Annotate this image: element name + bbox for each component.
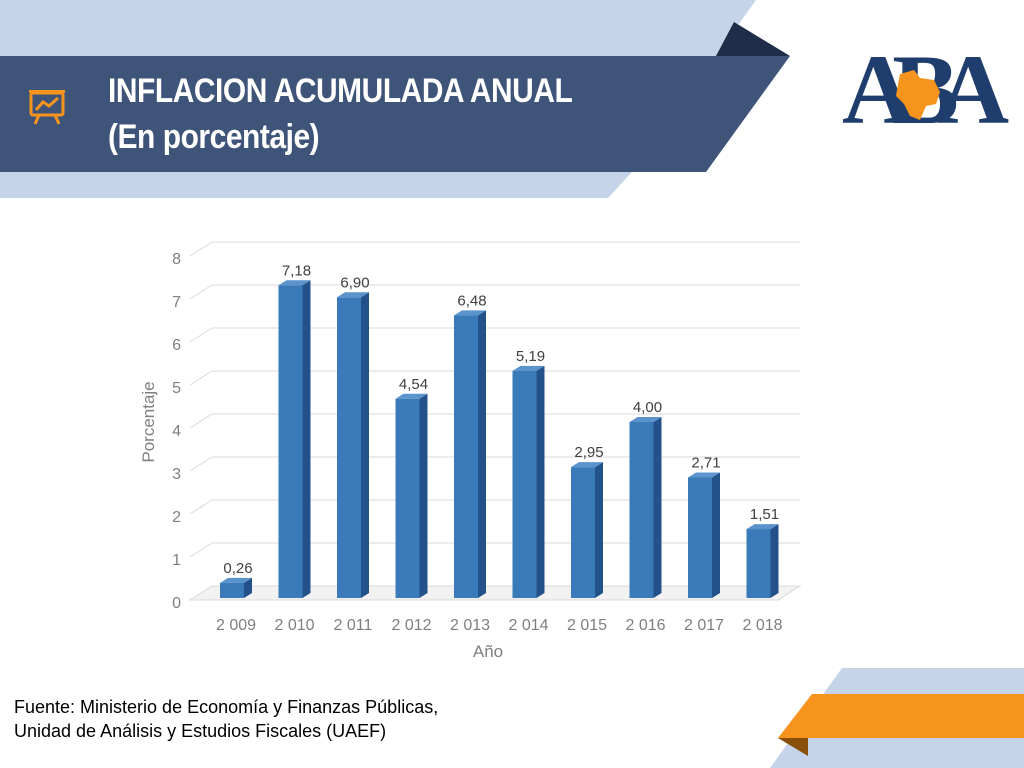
- data-label: 1,51: [750, 506, 779, 523]
- data-label: 2,95: [574, 444, 603, 461]
- presentation-chart-icon: [29, 90, 65, 125]
- bar-top: [629, 417, 662, 422]
- x-tick-label: 2 016: [625, 617, 665, 634]
- y-tick-label: 2: [172, 509, 181, 526]
- data-label: 2,71: [691, 454, 720, 471]
- gridline-diagonal: [189, 284, 213, 300]
- banner-main: [0, 56, 790, 172]
- bar-front: [746, 529, 771, 598]
- bar-top: [337, 292, 369, 298]
- bar-front: [220, 582, 244, 598]
- bar-top: [220, 577, 252, 583]
- y-tick-label: 3: [172, 466, 181, 483]
- bar-side: [770, 524, 779, 598]
- bar-side: [712, 472, 720, 598]
- x-tick-label: 2 011: [334, 617, 373, 634]
- gridline-diagonal: [189, 542, 213, 558]
- bar-side: [653, 417, 662, 598]
- data-label: 6,90: [340, 274, 369, 291]
- x-tick-label: 2 010: [274, 617, 314, 634]
- data-label: 7,18: [282, 262, 311, 279]
- bar-front: [395, 398, 420, 598]
- footer-orange-stripe: [778, 694, 1024, 738]
- x-axis-ticks: 2 009 2 010 2 011 2 012 2 013 2 014 2 015 2 016…: [216, 617, 783, 634]
- bar-side: [595, 462, 603, 598]
- y-tick-label: 7: [172, 294, 181, 311]
- gridline-diagonal: [189, 499, 213, 515]
- footer-dark-notch: [778, 738, 808, 756]
- x-axis-label: Año: [473, 642, 503, 661]
- page-subtitle: (En porcentaje): [108, 118, 320, 156]
- bar-side: [536, 365, 545, 598]
- bar-2012: 4,54: [395, 376, 428, 598]
- bar-top: [454, 310, 486, 316]
- banner-light-bottom: [0, 172, 632, 198]
- gridline-diagonal: [189, 456, 213, 472]
- y-tick-label: 1: [172, 552, 181, 569]
- gridline-diagonal: [189, 241, 213, 257]
- bar-front: [337, 297, 361, 598]
- bar-top: [395, 393, 428, 399]
- data-label: 6,48: [457, 292, 486, 309]
- banner-light-top: [0, 0, 756, 56]
- bar-top: [688, 472, 720, 478]
- bolivia-map-icon: [896, 70, 940, 120]
- bar-2011: 6,90: [337, 274, 370, 598]
- banner-dark-corner: [716, 22, 790, 56]
- bar-front: [688, 477, 712, 598]
- y-tick-label: 8: [172, 251, 181, 268]
- data-label: 4,54: [399, 376, 428, 393]
- gridline-diagonal: [189, 413, 213, 429]
- bar-front: [629, 422, 654, 598]
- chart-bars: 0,26 7,18 6,90 4,54 6,48 5,19 2,95 4,00 2,71 1,51: [220, 262, 779, 598]
- x-tick-label: 2 017: [684, 617, 724, 634]
- bar-side: [244, 577, 252, 598]
- bar-top: [512, 365, 545, 371]
- bar-2018: 1,51: [746, 506, 779, 598]
- bar-2010: 7,18: [278, 262, 311, 598]
- bar-front: [454, 315, 478, 598]
- bar-2015: 2,95: [571, 444, 604, 598]
- bar-side: [361, 292, 369, 598]
- x-tick-label: 2 014: [508, 617, 548, 634]
- bar-side: [419, 393, 428, 598]
- x-tick-label: 2 012: [391, 617, 431, 634]
- source-note-line2: Unidad de Análisis y Estudios Fiscales (…: [14, 721, 387, 741]
- gridline-diagonal: [189, 370, 213, 386]
- y-axis-ticks: 0 1 2 3 4 5 6 7 8: [172, 251, 181, 612]
- y-tick-label: 5: [172, 380, 181, 397]
- y-tick-label: 4: [172, 423, 181, 440]
- bar-2014: 5,19: [512, 348, 545, 598]
- page-title: INFLACION ACUMULADA ANUAL: [108, 72, 573, 110]
- bar-top: [278, 280, 311, 286]
- data-label: 5,19: [516, 348, 545, 365]
- bar-2009: 0,26: [220, 560, 253, 598]
- x-tick-label: 2 018: [742, 617, 782, 634]
- bar-2016: 4,00: [629, 399, 662, 598]
- bar-front: [571, 467, 595, 598]
- x-tick-label: 2 015: [567, 617, 607, 634]
- bar-front: [512, 370, 537, 598]
- bar-front: [278, 285, 303, 598]
- x-tick-label: 2 009: [216, 617, 256, 634]
- gridline-diagonal: [189, 327, 213, 343]
- data-label: 4,00: [633, 399, 662, 416]
- bar-top: [571, 462, 603, 468]
- source-note-line1: Fuente: Ministerio de Economía y Finanza…: [14, 697, 439, 717]
- y-tick-label: 6: [172, 337, 181, 354]
- data-label: 0,26: [223, 560, 252, 577]
- y-tick-label: 0: [172, 595, 181, 612]
- bar-top: [746, 524, 779, 530]
- bar-side: [302, 280, 311, 598]
- x-tick-label: 2 013: [450, 617, 490, 634]
- bar-2013: 6,48: [454, 292, 487, 598]
- bar-2017: 2,71: [688, 454, 721, 598]
- y-axis-label: Porcentaje: [139, 381, 158, 462]
- bar-side: [478, 310, 486, 598]
